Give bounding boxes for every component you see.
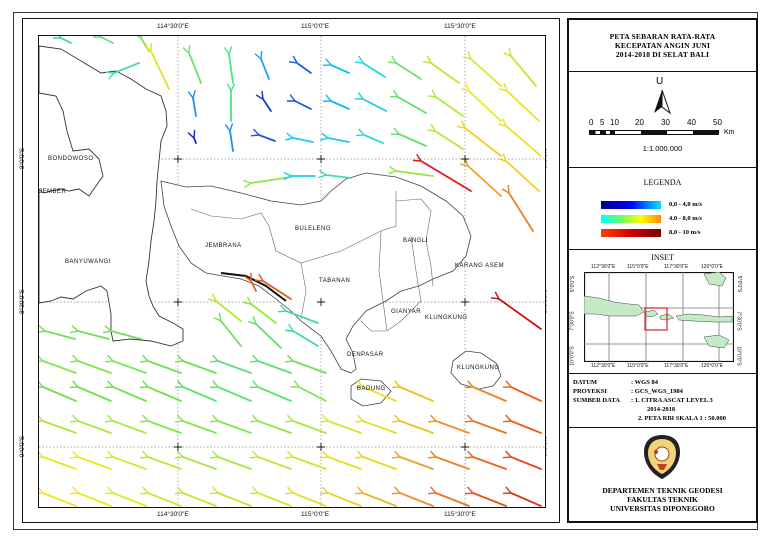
legend-section: LEGENDA 0,0 - 4,0 m/s 4,0 - 8,0 m/s 8,0 …: [569, 168, 756, 250]
y-tick-left-1: 8°0'0"S: [19, 147, 27, 170]
place-label-buleleng: BULELENG: [295, 226, 332, 232]
place-label-klungkung-island: KLUNGKUNG: [457, 365, 500, 371]
north-arrow-icon: [654, 89, 671, 115]
legend-title: LEGENDA: [643, 178, 682, 187]
place-label-denpasar: DENPASAR: [347, 352, 384, 358]
legend-swatch-high: [601, 229, 661, 237]
x-tick-bottom-2: 115°0'0"E: [301, 511, 330, 518]
place-label-jembrana: JEMBRANA: [205, 243, 242, 249]
metadata-section: DATUM : WGS 84 PROYEKSI : GCS_WGS_1984 S…: [569, 374, 756, 428]
inset-title: INSET: [651, 253, 674, 262]
map-title-line1: PETA SEBARAN RATA-RATA: [609, 32, 716, 41]
inset-map: [584, 272, 734, 362]
place-label-bangli: BANGLI: [403, 238, 429, 244]
institution-line2: FAKULTAS TEKNIK: [627, 495, 698, 504]
graticule-crosses: [174, 155, 469, 451]
legend-label-mid: 4,0 - 8,0 m/s: [669, 215, 703, 222]
map-title-line3: 2014-2018 DI SELAT BALI: [615, 50, 710, 59]
institution-line3: UNIVERSITAS DIPONEGORO: [610, 504, 715, 513]
place-label-badung: BADUNG: [357, 386, 386, 392]
x-tick-top-3: 115°30'0"E: [444, 23, 476, 30]
wind-vectors: [43, 37, 542, 507]
place-label-klungkung-mainland: KLUNGKUNG: [425, 315, 468, 321]
y-tick-left-3: 9°0'0"S: [19, 435, 27, 458]
regency-borders: [190, 191, 434, 332]
scale-section: U 0 5 10 20 30 40 50 Km 1:1.000.000: [569, 72, 756, 168]
java-coast: [39, 45, 184, 347]
place-label-karangasem: KARANG ASEM: [455, 263, 505, 269]
map-canvas[interactable]: BONDOWOSO JEMBER BANYUWANGI JEMBRANA BUL…: [38, 35, 546, 508]
map-legend-panel: PETA SEBARAN RATA-RATA KECEPATAN ANGIN J…: [567, 18, 758, 523]
x-tick-bottom-1: 114°30'0"E: [157, 511, 189, 518]
map-frame: [22, 18, 560, 523]
x-tick-top-2: 115°0'0"E: [301, 23, 330, 30]
scale-bar-labels: 0 5 10 20 30 40 50: [589, 118, 722, 127]
legend-swatch-mid: [601, 215, 661, 223]
legend-label-high: 8,0 - 10 m/s: [669, 229, 701, 236]
map-layer: [39, 36, 545, 507]
legend-label-low: 0,0 - 4,0 m/s: [669, 201, 703, 208]
place-label-tabanan: TABANAN: [319, 278, 351, 284]
scale-bar: [589, 130, 719, 135]
scale-unit: Km: [724, 129, 735, 136]
institution-section: DEPARTEMEN TEKNIK GEODESI FAKULTAS TEKNI…: [569, 428, 756, 521]
inset-highlight-box: [644, 307, 668, 331]
x-tick-top-1: 114°30'0"E: [157, 23, 189, 30]
place-label-jember: JEMBER: [39, 189, 67, 195]
title-section: PETA SEBARAN RATA-RATA KECEPATAN ANGIN J…: [569, 20, 756, 72]
y-tick-left-2: 8°30'0"S: [18, 289, 26, 314]
north-label: U: [656, 76, 664, 87]
inset-section: INSET 112°30'0"E 115°0'0"E 117°30'0"E 12…: [569, 250, 756, 374]
legend-swatch-low: [601, 201, 661, 209]
x-tick-bottom-3: 115°30'0"E: [444, 511, 476, 518]
place-label-bondowoso: BONDOWOSO: [48, 156, 94, 162]
scale-ratio: 1:1.000.000: [642, 144, 683, 153]
map-title-line2: KECEPATAN ANGIN JUNI: [614, 41, 711, 50]
place-label-banyuwangi: BANYUWANGI: [65, 259, 111, 265]
university-logo-icon: [644, 435, 680, 479]
institution-line1: DEPARTEMEN TEKNIK GEODESI: [602, 486, 723, 495]
place-label-gianyar: GIANYAR: [391, 309, 422, 315]
